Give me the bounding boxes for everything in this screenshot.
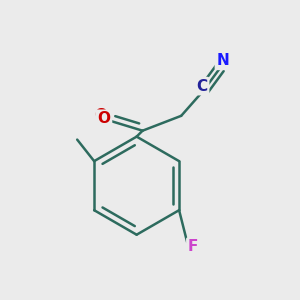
Text: C: C [196,79,208,94]
Text: O: O [94,108,107,123]
Text: N: N [216,53,229,68]
Text: F: F [188,239,198,254]
Text: O: O [98,111,110,126]
